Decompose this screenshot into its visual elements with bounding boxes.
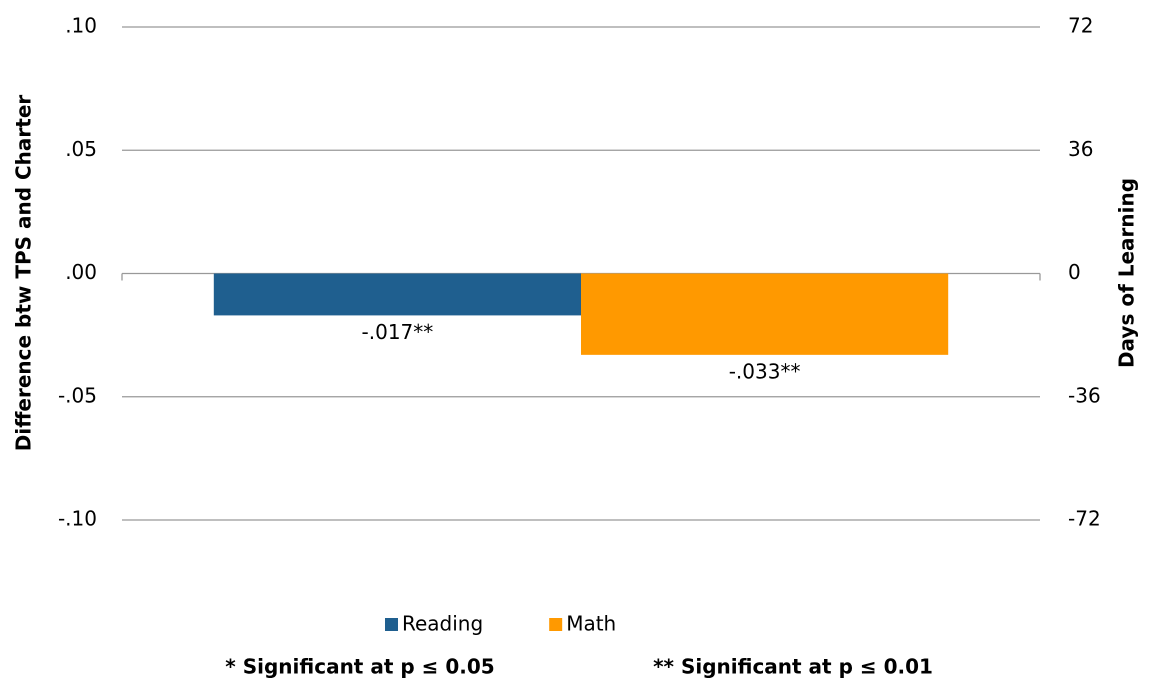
- y2-axis-title: Days of Learning: [1115, 178, 1139, 368]
- footnote: * Significant at p ≤ 0.05: [225, 655, 494, 679]
- y-tick-label: .05: [65, 137, 97, 161]
- legend-label: Math: [566, 612, 616, 636]
- y-axis-title: Difference btw TPS and Charter: [12, 95, 36, 452]
- bar: [213, 273, 582, 316]
- y2-tick-label: 0: [1068, 260, 1081, 284]
- y-tick-label: .00: [65, 260, 97, 284]
- value-label: -.017**: [362, 320, 434, 344]
- y-tick-label: -.05: [58, 383, 97, 407]
- legend-swatch: [549, 618, 563, 631]
- y2-tick-label: 72: [1068, 14, 1093, 38]
- legend-swatch: [385, 618, 398, 631]
- y-tick-label: .10: [65, 14, 97, 38]
- legend-label: Reading: [402, 612, 483, 636]
- bar: [581, 273, 949, 355]
- y-tick-label: -.10: [58, 507, 97, 531]
- y2-tick-label: -72: [1068, 507, 1101, 531]
- y2-tick-label: 36: [1068, 137, 1093, 161]
- y2-tick-label: -36: [1068, 383, 1101, 407]
- footnote: ** Significant at p ≤ 0.01: [653, 655, 933, 679]
- value-label: -.033**: [729, 359, 801, 383]
